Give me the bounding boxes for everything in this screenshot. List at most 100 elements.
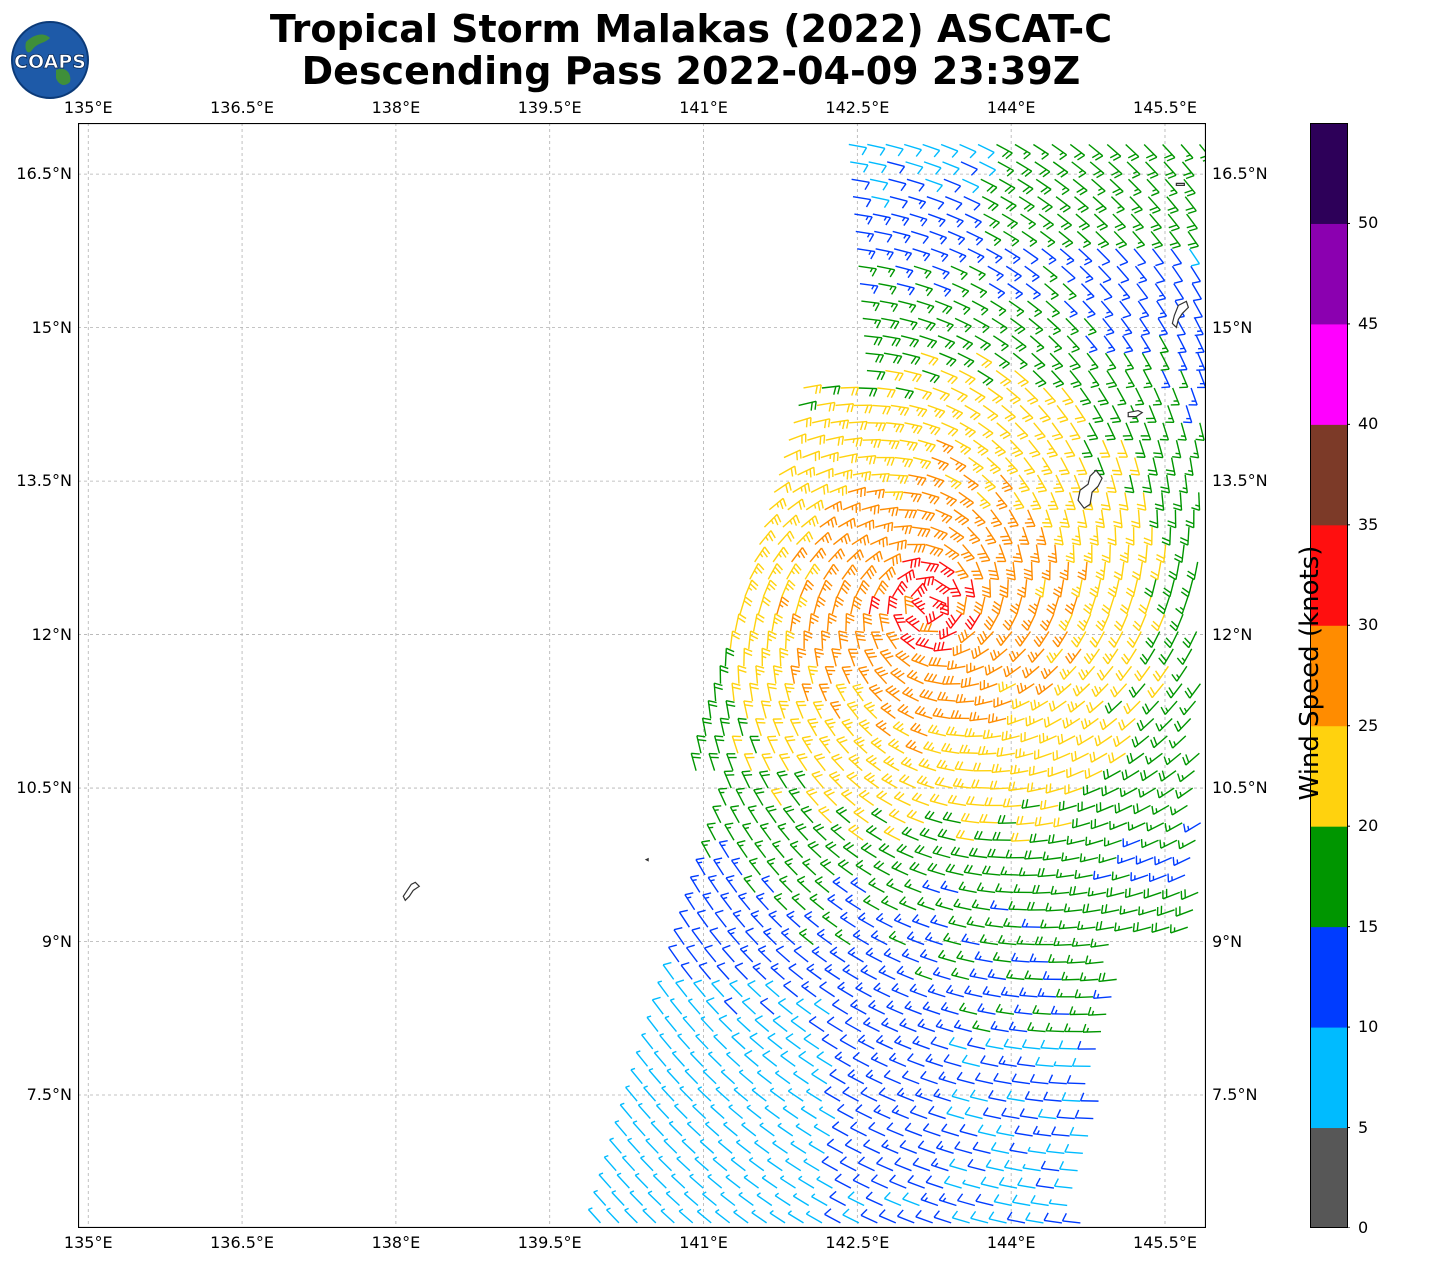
wind-barb: [647, 1190, 662, 1206]
wind-barb: [726, 1051, 741, 1067]
wind-barb: [876, 790, 893, 807]
wind-barb: [702, 1191, 717, 1207]
wind-barb: [1077, 1040, 1096, 1050]
wind-barb: [949, 1158, 968, 1172]
wind-barb: [922, 1123, 941, 1137]
wind-barb: [1061, 971, 1080, 981]
wind-barb: [629, 1190, 644, 1206]
wind-barb: [964, 985, 983, 998]
wind-barb: [1045, 902, 1064, 912]
wind-barb: [959, 1123, 978, 1137]
lon-bottom-tick-label: 138°E: [371, 1233, 421, 1252]
colorbar-tick-label: 30: [1358, 615, 1379, 635]
wind-barb: [751, 1209, 767, 1224]
wind-barb: [909, 983, 928, 998]
wind-barb: [1013, 884, 1033, 894]
wind-barb: [881, 773, 898, 789]
wind-barb: [942, 811, 961, 824]
wind-barb: [929, 793, 948, 807]
wind-barb: [1011, 1194, 1031, 1207]
wind-barb: [1026, 782, 1046, 793]
wind-barb: [835, 806, 851, 824]
wind-barb: [829, 1068, 846, 1085]
wind-barb: [677, 1033, 691, 1050]
wind-barb: [924, 931, 943, 946]
colorbar-tick-label: 0: [1358, 1218, 1369, 1237]
wind-barb: [750, 910, 764, 928]
wind-barb: [686, 1121, 701, 1137]
wind-barb: [868, 877, 885, 894]
wind-barb: [1066, 954, 1086, 964]
wind-barb: [621, 1155, 636, 1172]
wind-barb: [775, 1070, 791, 1085]
wind-barb: [776, 770, 788, 789]
wind-barb: [1175, 787, 1194, 799]
wind-barb: [743, 753, 755, 771]
wind-barb: [860, 842, 877, 859]
wind-barb: [860, 964, 878, 980]
wind-barb: [1053, 1061, 1073, 1068]
colorbar-tick-label: 15: [1358, 916, 1379, 936]
wind-barb: [996, 747, 1015, 758]
wind-barb: [1069, 1006, 1088, 1016]
wind-barb: [805, 1088, 823, 1102]
wind-barb: [906, 931, 925, 946]
wind-barb: [1032, 1004, 1051, 1015]
wind-barb: [1058, 800, 1077, 812]
wind-barb: [985, 1159, 1004, 1172]
wind-barb: [1010, 832, 1030, 842]
wind-barb: [587, 1207, 601, 1224]
wind-barb: [661, 1085, 675, 1102]
wind-barb: [619, 1102, 633, 1119]
wind-barb: [1175, 906, 1194, 917]
wind-barb: [965, 795, 985, 807]
wind-barb: [713, 735, 725, 754]
wind-barb: [910, 722, 928, 737]
wind-barb: [1040, 1039, 1059, 1050]
wind-barb: [981, 865, 1001, 876]
wind-barb: [946, 1106, 965, 1120]
wind-barb: [804, 910, 820, 928]
wind-barb: [945, 984, 964, 998]
wind-barb: [702, 892, 714, 911]
wind-barb: [1037, 987, 1057, 998]
wind-barb: [761, 1174, 778, 1189]
wind-barb: [1132, 922, 1152, 933]
wind-barb: [971, 899, 991, 911]
wind-barb: [1055, 988, 1075, 998]
wind-barb: [1008, 781, 1027, 792]
wind-barbs: [587, 143, 1206, 1224]
wind-barb: [1122, 838, 1141, 848]
wind-barb: [713, 1033, 728, 1050]
wind-barb: [982, 1107, 1002, 1120]
wind-barb: [785, 1033, 801, 1050]
wind-barb: [1000, 866, 1019, 876]
wind-barb: [852, 1173, 870, 1189]
lon-bottom-tick-label: 142.5°E: [825, 1233, 890, 1252]
wind-barb: [766, 857, 780, 876]
wind-barb: [980, 1176, 999, 1189]
wind-barb: [1023, 850, 1043, 860]
wind-barb: [831, 999, 849, 1015]
wind-barb: [1082, 784, 1101, 796]
lon-top-tick-label: 145.5°E: [1133, 98, 1197, 117]
wind-barb: [826, 1138, 844, 1154]
wind-barb: [784, 858, 798, 876]
wind-barb: [732, 909, 746, 928]
wind-barb: [977, 1003, 996, 1015]
wind-barb: [754, 1139, 770, 1154]
wind-barb: [829, 946, 846, 963]
wind-barb: [1016, 1056, 1036, 1068]
wind-barb: [789, 718, 801, 737]
wind-barb: [970, 779, 990, 789]
wind-barb: [1021, 918, 1041, 928]
wind-barb: [870, 1174, 889, 1189]
colorbar-label: Wind Speed (knots): [1295, 545, 1325, 801]
wind-barb: [715, 1209, 731, 1224]
wind-barb: [634, 1172, 649, 1189]
wind-barb: [712, 805, 722, 824]
wind-barb: [852, 929, 870, 946]
wind-barb: [729, 805, 740, 824]
wind-barb: [811, 946, 827, 963]
wind-barb: [1053, 1178, 1073, 1189]
